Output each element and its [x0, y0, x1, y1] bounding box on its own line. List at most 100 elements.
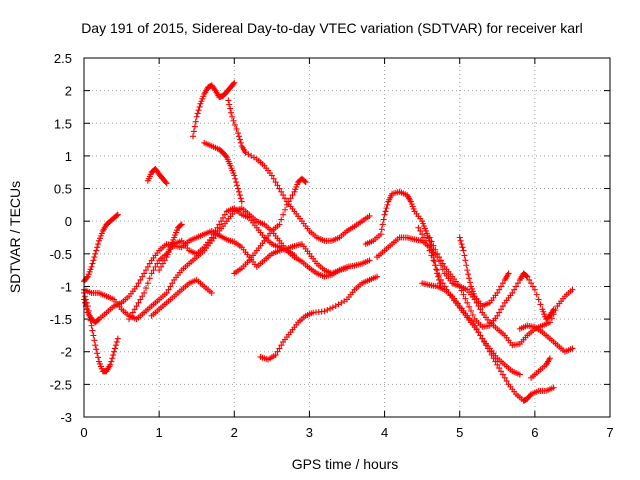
data-point-plus: [494, 361, 501, 368]
data-point-plus: [550, 384, 557, 391]
x-tick-label: 1: [156, 425, 163, 440]
y-axis-label: SDTVAR / TECUs: [7, 181, 23, 293]
data-point-plus: [531, 286, 538, 293]
data-point-plus: [89, 260, 96, 267]
data-point-plus: [112, 342, 119, 349]
series-trace-14: [362, 188, 444, 290]
data-point-plus: [475, 329, 482, 336]
data-point-plus: [276, 221, 283, 228]
data-point-plus: [499, 280, 506, 287]
data-point-plus: [278, 216, 285, 223]
data-point-plus: [456, 234, 463, 241]
data-point-plus: [144, 263, 151, 270]
data-point-plus: [126, 316, 133, 323]
data-point-plus: [158, 263, 165, 270]
data-point-plus: [135, 280, 142, 287]
data-point-plus: [94, 244, 101, 251]
data-point-plus: [471, 322, 478, 329]
data-point-plus: [278, 342, 285, 349]
data-point-plus: [430, 242, 437, 249]
data-point-plus: [287, 195, 294, 202]
data-point-plus: [459, 244, 466, 251]
data-point-plus: [381, 211, 388, 218]
y-tick-label: -3: [60, 410, 72, 425]
data-point-plus: [229, 113, 236, 120]
data-point-plus: [327, 305, 334, 312]
data-point-plus: [81, 299, 88, 306]
data-point-plus: [270, 175, 277, 182]
y-tick-label: -0.5: [50, 247, 72, 262]
data-point-plus: [272, 179, 279, 186]
data-point-plus: [93, 247, 100, 254]
y-tick-label: 1.5: [54, 116, 72, 131]
y-tick-label: 0: [65, 214, 72, 229]
data-point-plus: [114, 335, 121, 342]
data-point-plus: [282, 195, 289, 202]
data-point-plus: [426, 234, 433, 241]
data-point-plus: [214, 224, 221, 231]
data-point-plus: [232, 121, 239, 128]
data-point-plus: [426, 247, 433, 254]
data-point-plus: [177, 222, 184, 229]
data-point-plus: [146, 260, 153, 267]
series-trace-17: [419, 280, 523, 378]
data-point-plus: [141, 289, 148, 296]
data-point-plus: [114, 211, 121, 218]
data-point-plus: [513, 283, 520, 290]
data-point-plus: [529, 283, 536, 290]
data-point-plus: [235, 130, 242, 137]
data-point-plus: [135, 299, 142, 306]
data-point-plus: [272, 351, 279, 358]
data-point-plus: [196, 103, 203, 110]
data-point-plus: [524, 273, 531, 280]
data-point-plus: [457, 237, 464, 244]
series-trace-6: [148, 276, 215, 319]
data-point-plus: [366, 257, 373, 264]
x-tick-label: 3: [306, 425, 313, 440]
series-trace-19: [456, 234, 512, 310]
y-tick-labels: -3 -2.5 -2 -1.5 -1 -0.5 0 0.5 1 1.5 2 2.5: [50, 51, 72, 425]
data-point-plus: [276, 185, 283, 192]
data-point-plus: [494, 289, 501, 296]
x-tick-label: 6: [531, 425, 538, 440]
data-point-plus: [509, 289, 516, 296]
data-point-plus: [91, 254, 98, 261]
data-point-plus: [225, 97, 232, 104]
data-point-plus: [498, 368, 505, 375]
data-point-plus: [546, 355, 553, 362]
data-point-plus: [477, 306, 484, 313]
data-point-plus: [523, 272, 530, 279]
data-point-plus: [537, 301, 544, 308]
data-point-plus: [142, 285, 149, 292]
data-point-plus: [90, 257, 97, 264]
data-point-plus: [139, 273, 146, 280]
data-point-plus: [192, 118, 199, 125]
data-point-plus: [434, 250, 441, 257]
data-point-plus: [436, 272, 443, 279]
data-point-plus: [230, 117, 237, 124]
data-point-plus: [301, 178, 308, 185]
data-point-plus: [237, 139, 244, 146]
y-tick-label: 1: [65, 149, 72, 164]
data-point-plus: [228, 109, 235, 116]
data-point-plus: [419, 231, 426, 238]
series-trace-9: [189, 79, 238, 140]
x-tick-label: 2: [231, 425, 238, 440]
data-point-plus: [233, 179, 240, 186]
data-point-plus: [499, 371, 506, 378]
data-point-plus: [235, 185, 242, 192]
data-point-plus: [460, 247, 467, 254]
series-trace-12: [231, 175, 309, 277]
y-tick-label: -1: [60, 279, 72, 294]
data-point-plus: [236, 192, 243, 199]
y-tick-label: -2: [60, 345, 72, 360]
data-point-plus: [285, 198, 292, 205]
data-point-plus: [533, 291, 540, 298]
y-tick-label: 2.5: [54, 51, 72, 66]
data-point-plus: [437, 257, 444, 264]
data-point-plus: [194, 110, 201, 117]
series-trace-18: [426, 234, 557, 330]
data-point-plus: [83, 306, 90, 313]
x-tick-label: 0: [80, 425, 87, 440]
data-point-plus: [496, 365, 503, 372]
